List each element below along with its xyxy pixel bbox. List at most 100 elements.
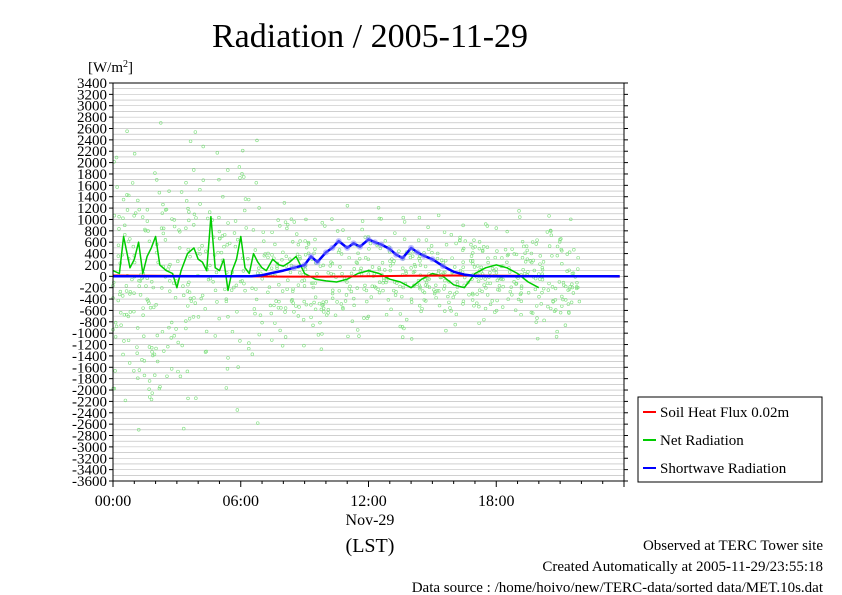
net-radiation-sample [288, 270, 293, 275]
net-radiation-sample [140, 215, 145, 219]
net-radiation-sample [186, 247, 190, 252]
net-radiation-sample [132, 291, 136, 295]
net-radiation-sample [158, 385, 162, 389]
net-radiation-sample [132, 214, 136, 218]
shortwave-point [314, 259, 321, 266]
net-radiation-sample [436, 213, 441, 218]
net-radiation-sample [262, 239, 266, 243]
net-radiation-sample [427, 247, 431, 251]
net-radiation-sample [255, 138, 259, 143]
net-radiation-sample [534, 320, 538, 324]
net-radiation-sample [391, 261, 395, 266]
net-radiation-sample [558, 240, 562, 244]
net-radiation-sample [291, 301, 295, 305]
net-radiation-sample [454, 312, 459, 317]
net-radiation-sample [317, 301, 322, 306]
net-radiation-sample [194, 216, 198, 220]
y-tick-label: -200 [80, 281, 108, 297]
net-radiation-sample [494, 267, 498, 271]
y-tick-label: -2000 [72, 383, 107, 399]
net-radiation-sample [482, 317, 486, 322]
net-radiation-sample [119, 311, 123, 315]
net-radiation-sample [154, 303, 158, 307]
net-radiation-sample [433, 290, 437, 294]
net-radiation-sample [168, 262, 172, 267]
net-radiation-sample [304, 302, 309, 307]
net-radiation-sample [401, 266, 405, 270]
net-radiation-sample [494, 226, 499, 230]
net-radiation-sample [136, 198, 140, 203]
net-radiation-sample [184, 319, 188, 323]
net-radiation-sample [126, 314, 131, 319]
net-radiation-sample [137, 368, 142, 372]
net-radiation-sample [116, 254, 121, 258]
net-radiation-sample [119, 323, 123, 327]
net-radiation-sample [117, 214, 121, 219]
y-tick-label: -1400 [72, 349, 107, 365]
y-tick-label: 2800 [77, 110, 107, 126]
net-radiation-sample [320, 221, 324, 225]
net-radiation-sample [169, 336, 174, 340]
net-radiation-sample [254, 287, 258, 291]
net-radiation-sample [145, 219, 150, 223]
net-radiation-sample [490, 299, 494, 303]
net-radiation-sample [493, 310, 497, 314]
net-radiation-sample [221, 195, 225, 199]
net-radiation-sample [280, 344, 285, 348]
net-radiation-sample [226, 168, 230, 172]
net-radiation-sample [368, 241, 373, 246]
net-radiation-sample [301, 318, 306, 322]
net-radiation-sample [388, 264, 393, 268]
net-radiation-sample [398, 312, 403, 316]
net-radiation-sample [167, 189, 171, 193]
net-radiation-sample [298, 239, 302, 243]
net-radiation-sample [247, 341, 251, 345]
net-radiation-sample [114, 324, 119, 329]
net-radiation-sample [346, 334, 350, 339]
net-radiation-sample [576, 256, 580, 260]
net-radiation-sample [532, 268, 537, 273]
net-radiation-sample [442, 284, 447, 288]
net-radiation-sample [242, 281, 246, 286]
net-radiation-sample [398, 284, 402, 289]
net-radiation-sample [180, 343, 184, 348]
net-radiation-sample [485, 281, 490, 285]
net-radiation-sample [571, 291, 576, 295]
net-radiation-sample [192, 168, 196, 172]
net-radiation-sample [233, 244, 238, 249]
net-radiation-sample [461, 223, 465, 228]
net-radiation-sample [313, 237, 317, 242]
net-radiation-sample [300, 279, 304, 283]
x-date-label: Nov-29 [346, 512, 395, 529]
net-radiation-sample [165, 374, 169, 378]
net-radiation-sample [150, 280, 154, 284]
net-radiation-sample [303, 239, 307, 243]
net-radiation-sample [512, 280, 516, 284]
net-radiation-sample [455, 279, 459, 284]
y-tick-label: -2400 [72, 406, 107, 422]
net-radiation-sample [328, 264, 332, 268]
net-radiation-sample [187, 290, 192, 294]
net-radiation-sample [529, 310, 534, 315]
net-radiation-sample [258, 313, 263, 317]
net-radiation-sample [547, 214, 551, 218]
net-radiation-sample [360, 227, 364, 232]
y-tick-label: -1800 [72, 372, 107, 388]
y-tick-label: 2200 [77, 144, 107, 160]
net-radiation-sample [516, 297, 521, 302]
net-radiation-sample [537, 295, 541, 299]
net-radiation-sample [241, 148, 245, 153]
net-radiation-sample [404, 271, 408, 275]
net-radiation-sample [339, 252, 344, 256]
net-radiation-sample [188, 254, 192, 259]
net-radiation-sample [148, 306, 153, 310]
net-radiation-sample [184, 199, 189, 203]
net-radiation-sample [377, 266, 381, 270]
net-radiation-sample [505, 253, 510, 258]
net-radiation-sample [150, 346, 154, 350]
net-radiation-sample [272, 303, 276, 308]
net-radiation-sample [320, 332, 324, 336]
net-radiation-sample [174, 327, 178, 331]
y-tick-label: 2600 [77, 121, 107, 137]
net-radiation-sample [151, 353, 155, 358]
